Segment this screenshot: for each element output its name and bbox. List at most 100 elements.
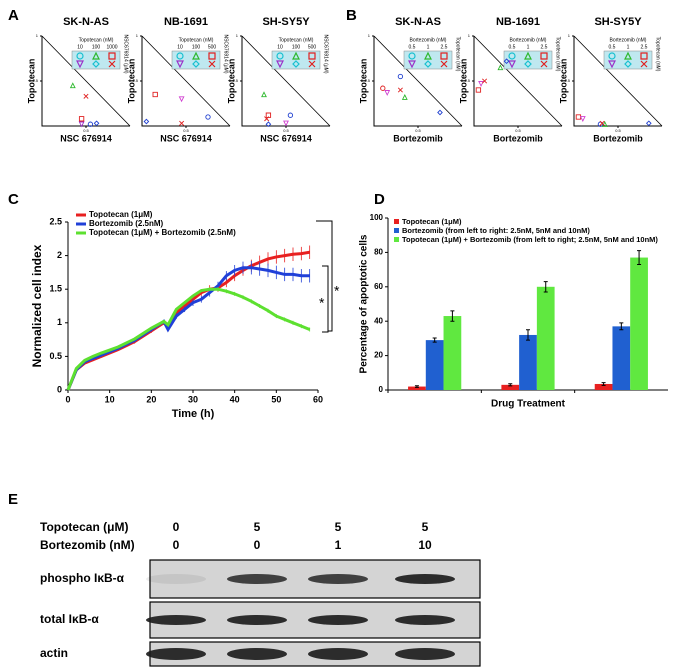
legend-column: 1 [527,44,530,50]
point [205,114,211,120]
error-bar [432,337,437,343]
point [276,60,284,69]
y-tick-label: 1 [36,33,39,38]
y-tick-label: 0 [379,385,384,394]
blot-band [227,574,287,584]
bar [408,386,426,390]
point [397,87,403,93]
treatment-value: 0 [173,538,180,552]
point [380,85,386,91]
y-tick-label: 0.5 [364,78,370,83]
point [292,51,300,60]
point [276,52,284,60]
point [265,121,272,128]
x-tick-label: 60 [313,394,323,404]
y-axis-label: Topotecan [126,59,136,104]
legend-box [171,50,221,70]
legend-label: Topotecan (1μM) + Bortezomib (2.5nM) [89,228,236,237]
y-tick-label: 1 [57,317,62,327]
treatment-value: 5 [335,520,342,534]
legend-column: 0.5 [409,44,416,50]
legend-title: Bortezomib (nM) [410,37,447,43]
blot-band [227,615,287,625]
legend-label: Bortezomib (2.5nM) [89,219,164,228]
legend-title: Topotecan (nM) [179,37,214,43]
x-tick-label: 30 [188,394,198,404]
additivity-line [41,35,131,127]
legend-side-label: Topotecan (nM) [455,37,461,72]
point [437,109,443,116]
legend-column: 0.5 [609,44,616,50]
point [497,64,504,71]
axis [573,36,662,127]
bracket [316,220,333,332]
treatment-value: 5 [254,520,261,534]
legend-box [603,50,653,70]
error-bar [619,322,624,331]
blot-band [395,648,455,660]
panel-label: E [8,491,18,508]
point [69,82,76,89]
bracket [322,265,329,333]
bar [536,286,555,390]
bar [501,384,520,390]
point [87,121,94,127]
axis [141,36,230,127]
point [575,114,582,120]
panel-label: B [346,7,357,24]
error-bar [508,383,513,387]
y-tick-label: 0.5 [32,78,38,83]
y-tick-label: 1 [136,33,139,38]
point [108,60,116,68]
plot-title: NB-1691 [496,16,540,28]
axis [241,36,330,127]
x-tick-label: 20 [146,394,156,404]
point [503,58,510,65]
point [524,51,532,60]
treatment-value: 5 [422,520,429,534]
error-bar [414,385,419,388]
error-bar [543,281,548,293]
additivity-line [473,35,563,127]
legend-column: 100 [192,44,201,50]
x-tick-label: 0.5 [615,128,621,133]
legend-swatch [394,237,399,242]
legend-title: Bortezomib (nM) [610,37,647,43]
x-tick-label: 10 [105,394,115,404]
y-tick-label: 0.5 [232,78,238,83]
legend-box [403,50,453,70]
point [78,116,85,122]
legend-column: 100 [292,44,301,50]
point [508,52,516,60]
legend-column: 500 [308,44,317,50]
treatment-value: 10 [418,538,432,552]
x-tick-label: 40 [230,394,240,404]
point [192,51,200,60]
plot-title: SH-SY5Y [262,16,310,28]
axis [41,36,130,127]
y-tick-label: 1 [368,33,371,38]
legend-swatch [394,219,399,224]
legend-title: Bortezomib (nM) [510,37,547,43]
treatment-value: 0 [254,538,261,552]
legend-column: 10 [277,44,283,50]
bar [443,316,462,390]
plot-title: SH-SY5Y [594,16,642,28]
point [108,52,116,60]
x-axis-label: Bortezomib [393,133,443,143]
band-label: phospho IκB-α [40,571,125,585]
y-tick-label: 100 [370,213,384,222]
blot-band [227,648,287,660]
y-tick-label: 2 [57,250,62,260]
bar [630,257,648,390]
point [308,60,316,68]
y-tick-label: 0.5 [132,78,138,83]
point [599,120,605,126]
plot-title: NB-1691 [164,16,208,28]
blot-band [146,574,206,584]
point [424,60,432,68]
point [624,51,632,60]
x-tick-label: 0.5 [283,128,289,133]
point [264,116,270,122]
point [624,60,632,68]
